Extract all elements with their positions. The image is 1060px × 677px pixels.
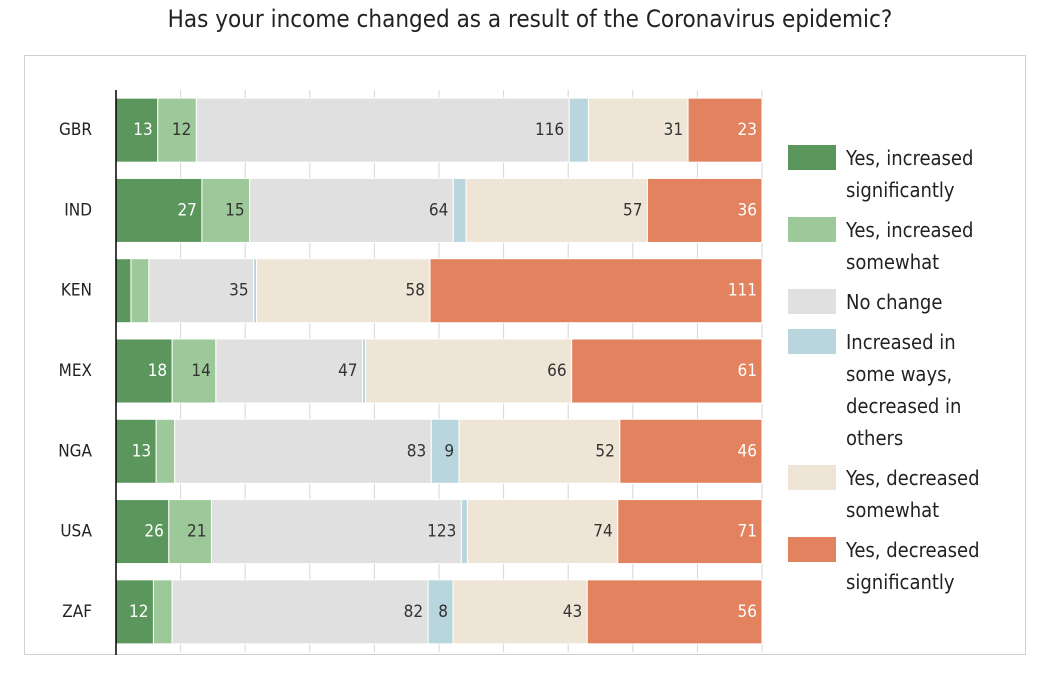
legend-label: Increased in some ways, decreased in oth… — [846, 330, 962, 450]
data-label: 47 — [338, 361, 357, 381]
data-label: 26 — [144, 522, 163, 542]
data-label: 35 — [229, 281, 248, 301]
legend-item: Yes, decreased significantly — [788, 534, 1008, 598]
legend-item: Yes, decreased somewhat — [788, 462, 1008, 526]
frame — [24, 55, 1026, 655]
bar-segment — [568, 97, 589, 163]
data-label: 15 — [225, 200, 244, 220]
data-label: 82 — [404, 602, 423, 622]
data-label: 23 — [738, 120, 757, 140]
data-label: 116 — [535, 120, 564, 140]
y-tick-label: NGA — [58, 441, 92, 461]
data-label: 66 — [547, 361, 566, 381]
data-label: 13 — [132, 441, 151, 461]
bar-segment — [171, 579, 429, 645]
bar-segment — [586, 579, 763, 645]
bar-segment — [115, 499, 170, 565]
bar-segment — [210, 499, 462, 565]
legend-swatch — [788, 145, 836, 170]
data-label: 58 — [406, 281, 425, 301]
legend-item: Yes, increased significantly — [788, 142, 1008, 206]
data-label: 52 — [595, 441, 614, 461]
data-label: 18 — [148, 361, 167, 381]
bar-segment — [174, 418, 432, 484]
data-label: 21 — [187, 522, 206, 542]
bar-segment — [155, 418, 176, 484]
bar-segment — [687, 97, 763, 163]
data-label: 56 — [738, 602, 757, 622]
data-label: 8 — [438, 602, 448, 622]
data-label: 83 — [407, 441, 426, 461]
plot: GBR131211663123IND27156445736KEN56351581… — [58, 90, 763, 655]
legend-label: Yes, decreased significantly — [846, 538, 980, 594]
legend-swatch — [788, 537, 836, 562]
legend-label: No change — [846, 290, 943, 314]
y-tick-label: GBR — [59, 120, 92, 140]
bar-segment — [249, 177, 454, 243]
data-label: 13 — [133, 120, 152, 140]
data-label: 111 — [728, 281, 757, 301]
bar-segment — [152, 579, 173, 645]
bar-segment — [458, 418, 621, 484]
legend-item: Increased in some ways, decreased in oth… — [788, 326, 1008, 454]
data-label: 123 — [427, 522, 456, 542]
bar-segment — [646, 177, 763, 243]
data-label: 12 — [129, 602, 148, 622]
legend-label: Yes, decreased somewhat — [846, 466, 980, 522]
y-tick-label: KEN — [61, 281, 92, 301]
data-label: 74 — [593, 522, 612, 542]
data-label: 9 — [444, 441, 454, 461]
bar-segment — [617, 499, 763, 565]
bar-segment — [460, 499, 468, 565]
bar-segment — [427, 579, 454, 645]
data-label: 46 — [738, 441, 757, 461]
bar-segment — [571, 338, 763, 404]
bar-segment — [115, 579, 154, 645]
bar-segment — [587, 97, 689, 163]
chart-title: Has your income changed as a result of t… — [168, 5, 893, 33]
legend-swatch — [788, 465, 836, 490]
bar-segment — [168, 499, 212, 565]
y-tick-label: ZAF — [62, 602, 92, 622]
data-label: 12 — [172, 120, 191, 140]
y-tick-label: IND — [64, 200, 92, 220]
legend-swatch — [788, 217, 836, 242]
data-label: 61 — [738, 361, 757, 381]
data-label: 31 — [664, 120, 683, 140]
legend-label: Yes, increased significantly — [846, 146, 974, 202]
bar-segment — [115, 258, 132, 324]
legend: Yes, increased significantly Yes, increas… — [788, 142, 1008, 606]
bar-segment — [256, 258, 431, 324]
bar-segment — [452, 177, 467, 243]
legend-label: Yes, increased somewhat — [846, 218, 974, 274]
legend-item: Yes, increased somewhat — [788, 214, 1008, 278]
data-label: 57 — [623, 200, 642, 220]
bar-segment — [171, 338, 217, 404]
legend-swatch — [788, 329, 836, 354]
bar-segment — [429, 258, 763, 324]
data-label: 43 — [563, 602, 582, 622]
bar-segment — [365, 338, 573, 404]
y-tick-label: USA — [60, 522, 92, 542]
data-label: 71 — [738, 522, 757, 542]
bar-segment — [465, 177, 648, 243]
bar-segment — [148, 258, 255, 324]
data-label: 14 — [191, 361, 210, 381]
bar-segment — [619, 418, 763, 484]
bar-segment — [215, 338, 364, 404]
bar-segment — [201, 177, 251, 243]
data-label: 36 — [738, 200, 757, 220]
bar-segment — [157, 97, 197, 163]
data-label: 64 — [429, 200, 448, 220]
bar-segment — [452, 579, 588, 645]
legend-swatch — [788, 289, 836, 314]
y-tick-label: MEX — [59, 361, 92, 381]
data-label: 27 — [177, 200, 196, 220]
legend-item: No change — [788, 286, 1008, 318]
bar-segment — [430, 418, 460, 484]
bar-segment — [195, 97, 570, 163]
bar-segment — [130, 258, 150, 324]
